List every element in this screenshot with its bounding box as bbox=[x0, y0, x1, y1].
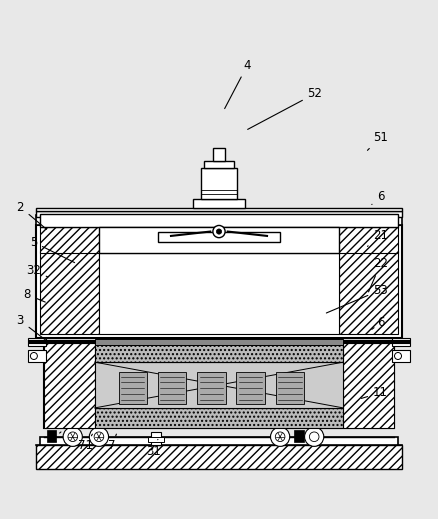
Bar bbox=[197, 372, 226, 404]
Bar bbox=[95, 343, 343, 362]
Bar bbox=[95, 339, 343, 345]
Bar bbox=[95, 362, 343, 408]
Text: 5: 5 bbox=[30, 236, 74, 263]
Bar bbox=[40, 227, 398, 253]
Circle shape bbox=[89, 427, 109, 446]
Bar bbox=[40, 251, 99, 334]
Bar bbox=[35, 225, 403, 338]
Bar bbox=[392, 338, 410, 346]
Bar bbox=[339, 251, 398, 334]
Circle shape bbox=[216, 229, 222, 234]
Circle shape bbox=[309, 432, 319, 442]
Bar bbox=[294, 430, 304, 442]
Bar bbox=[392, 350, 410, 362]
Text: 52: 52 bbox=[247, 87, 322, 129]
Bar bbox=[40, 437, 398, 445]
Text: 51: 51 bbox=[367, 131, 388, 151]
Text: 71: 71 bbox=[78, 434, 93, 452]
Text: 7: 7 bbox=[108, 434, 117, 452]
Bar bbox=[151, 432, 161, 445]
Circle shape bbox=[276, 432, 285, 442]
Bar bbox=[99, 251, 339, 334]
Text: 4: 4 bbox=[225, 59, 251, 108]
Text: 22: 22 bbox=[368, 257, 388, 292]
Circle shape bbox=[213, 225, 225, 238]
Bar bbox=[237, 372, 265, 404]
Bar bbox=[28, 350, 46, 362]
Circle shape bbox=[271, 427, 290, 446]
Bar bbox=[343, 343, 394, 428]
Bar bbox=[35, 208, 403, 211]
Text: 6: 6 bbox=[372, 316, 384, 330]
Bar bbox=[28, 338, 46, 346]
Bar bbox=[276, 372, 304, 404]
Circle shape bbox=[30, 352, 37, 360]
Bar bbox=[40, 214, 398, 227]
Bar bbox=[201, 168, 237, 199]
Bar bbox=[119, 372, 147, 404]
Text: 31: 31 bbox=[146, 440, 161, 458]
Bar bbox=[35, 215, 403, 225]
Bar bbox=[35, 445, 403, 469]
Bar bbox=[35, 211, 403, 217]
Bar bbox=[158, 233, 280, 242]
Text: 1: 1 bbox=[49, 432, 61, 445]
Circle shape bbox=[63, 427, 82, 446]
Bar bbox=[95, 408, 343, 428]
Circle shape bbox=[304, 427, 324, 446]
Bar bbox=[99, 227, 339, 253]
Bar bbox=[204, 161, 234, 168]
Bar bbox=[44, 343, 394, 428]
Bar bbox=[148, 437, 164, 442]
Text: 6: 6 bbox=[372, 189, 384, 204]
Bar bbox=[193, 199, 245, 208]
Text: 32: 32 bbox=[26, 264, 48, 277]
Text: 11: 11 bbox=[361, 386, 388, 399]
Bar bbox=[46, 430, 56, 442]
Text: 2: 2 bbox=[17, 201, 46, 229]
Text: 21: 21 bbox=[367, 229, 388, 247]
Text: 8: 8 bbox=[23, 288, 45, 302]
Bar bbox=[44, 343, 95, 428]
Circle shape bbox=[395, 352, 402, 360]
Circle shape bbox=[68, 432, 78, 442]
Bar bbox=[213, 148, 225, 161]
Text: 53: 53 bbox=[326, 283, 388, 313]
Bar bbox=[158, 372, 186, 404]
Circle shape bbox=[94, 432, 104, 442]
Text: 3: 3 bbox=[17, 314, 46, 341]
